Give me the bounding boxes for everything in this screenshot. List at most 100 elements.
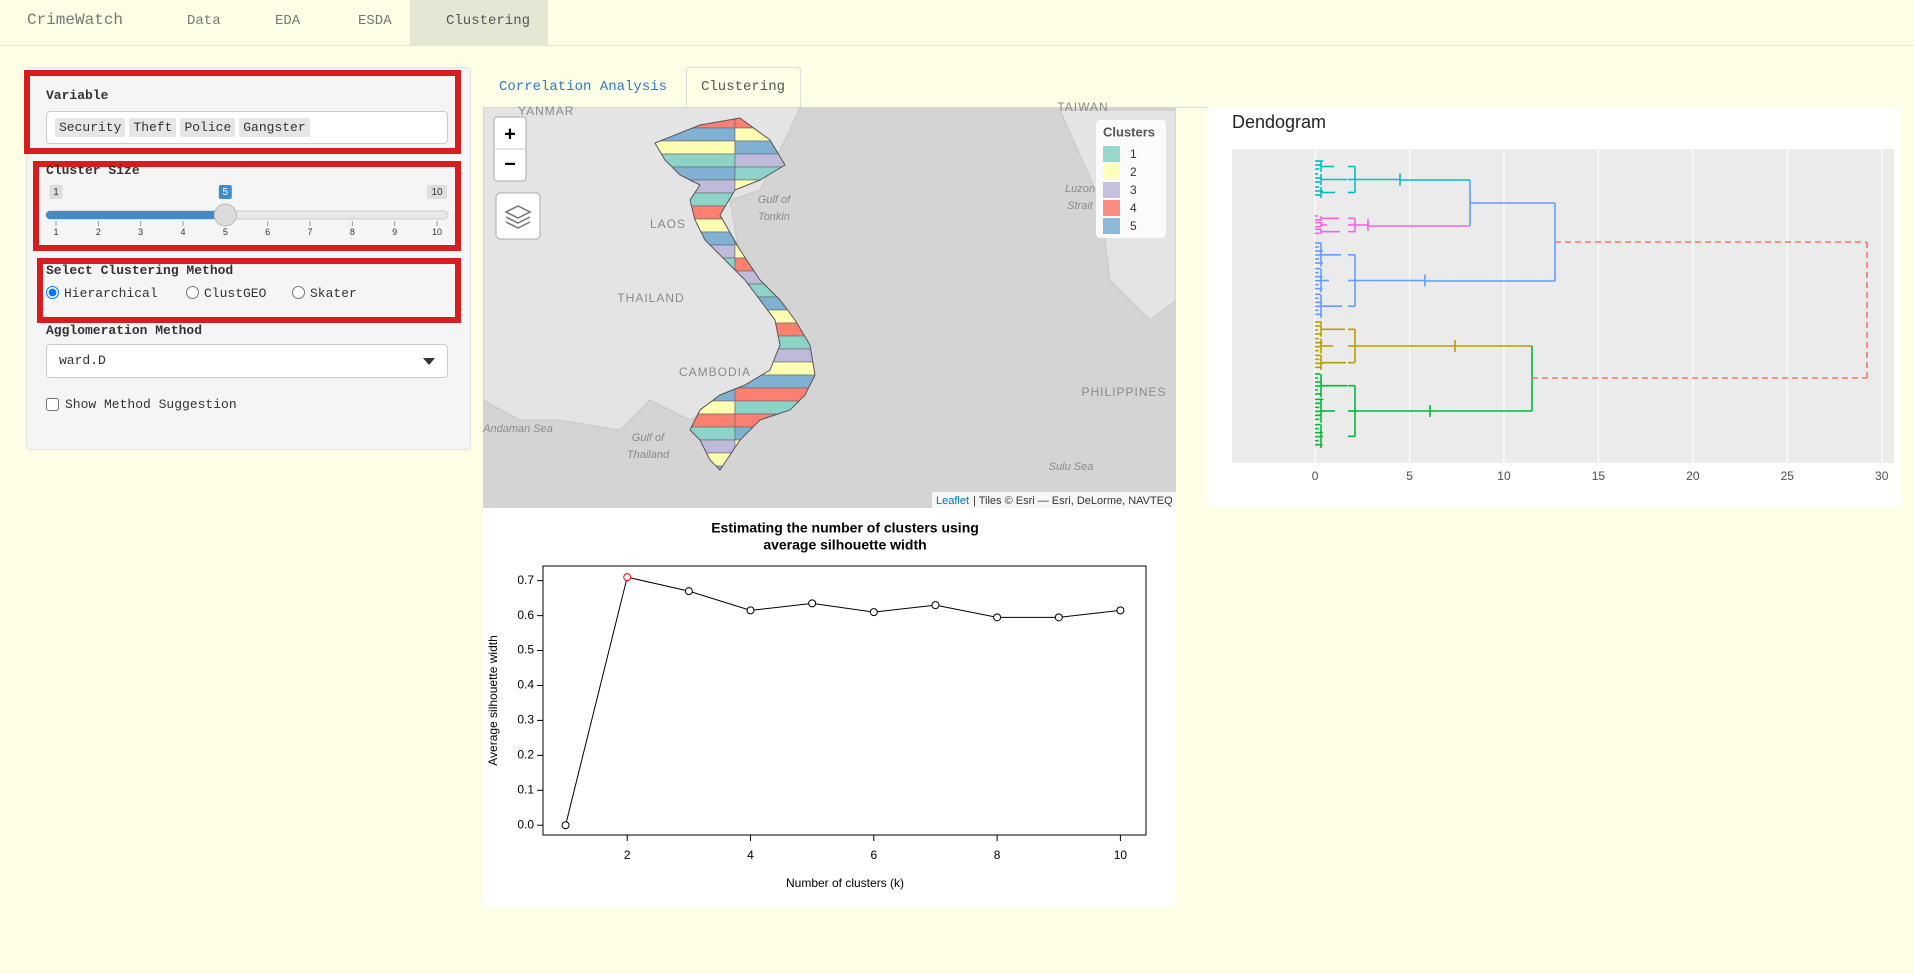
line — [565, 576, 1121, 826]
agglomeration-select[interactable]: ward.D — [46, 344, 448, 378]
slider-tick-label: 3 — [138, 227, 143, 237]
method-radio[interactable] — [46, 286, 59, 299]
legend-title: Clusters — [1103, 124, 1155, 139]
x-tick-label: 0 — [1312, 469, 1319, 483]
legend-label: 3 — [1130, 183, 1137, 197]
attribution-link[interactable]: Leaflet — [936, 495, 969, 507]
method-label: Hierarchical — [64, 286, 158, 301]
method-label: Skater — [310, 286, 357, 301]
cluster-slider[interactable]: 1 2 3 4 5 6 7 8 9 10 1 10 5 — [40, 180, 455, 250]
agglomeration-label: Agglomeration Method — [46, 323, 203, 338]
point — [561, 821, 570, 830]
nav-item[interactable]: EDA — [275, 13, 301, 29]
legend-label: 4 — [1130, 201, 1137, 215]
nav-item[interactable]: Clustering — [446, 13, 531, 29]
slider-tick-label: 4 — [180, 227, 185, 237]
x-axis-label: Number of clusters (k) — [786, 876, 904, 890]
map-label: LAOS — [650, 217, 686, 231]
y-tick-label: 0.7 — [517, 573, 534, 587]
point — [993, 613, 1002, 622]
map-label: Andaman Sea — [482, 423, 553, 435]
legend-swatch — [1103, 218, 1120, 234]
brand[interactable]: CrimeWatch — [27, 11, 124, 29]
slider-bubble-label: 1 — [53, 187, 59, 198]
x-tick-label: 10 — [1497, 469, 1511, 483]
method-radios: Hierarchical ClustGEO Skater — [46, 286, 446, 306]
slider-bubble — [49, 185, 63, 199]
y-tick-label: 0.2 — [517, 748, 534, 762]
slider-tick-label: 6 — [265, 227, 270, 237]
nav-item[interactable]: Data — [187, 13, 221, 29]
zoom-in[interactable]: + — [504, 123, 516, 145]
cluster-size-label: Cluster Size — [46, 163, 140, 178]
map-label: Gulf of — [632, 432, 665, 444]
variable-tag: Theft — [129, 118, 177, 137]
tab[interactable]: Correlation Analysis — [499, 79, 668, 95]
legend: 1 2 3 4 5 — [1103, 146, 1137, 234]
method-radio[interactable] — [292, 286, 305, 299]
x-tick-label: 10 — [1114, 848, 1128, 862]
point — [1116, 606, 1125, 615]
map-label: Luzon — [1065, 183, 1095, 195]
map-label: Thailand — [627, 449, 670, 461]
point — [623, 573, 632, 582]
map-label: Tonkin — [758, 211, 790, 223]
select-value: ward.D — [59, 353, 106, 368]
attribution-box — [932, 492, 1176, 508]
silhouette-chart: Estimating the number of clusters usinga… — [486, 520, 1147, 890]
point — [931, 601, 940, 610]
slider-handle[interactable] — [213, 203, 237, 227]
slider-tick-label: 2 — [96, 227, 101, 237]
map-label: TAIWAN — [1057, 100, 1108, 114]
point — [869, 608, 878, 617]
y-tick-label: 0.3 — [517, 713, 534, 727]
slider-tick-label: 9 — [392, 227, 397, 237]
slider-tick-label: 10 — [432, 227, 442, 237]
slider-tick-label: 5 — [223, 227, 228, 237]
nav-item[interactable]: ESDA — [358, 13, 392, 29]
method-label: ClustGEO — [204, 286, 267, 301]
zoom-out[interactable]: − — [504, 153, 516, 175]
x-tick-label: 6 — [870, 848, 877, 862]
slider-tick-label: 8 — [350, 227, 355, 237]
plot-background — [1232, 149, 1894, 463]
map-label: PHILIPPINES — [1081, 385, 1166, 399]
slider-bubble-label: 10 — [431, 187, 443, 198]
point — [746, 606, 755, 615]
legend-label: 1 — [1130, 147, 1137, 161]
variable-label: Variable — [46, 88, 109, 103]
x-tick-label: 25 — [1781, 469, 1795, 483]
tab[interactable]: Clustering — [701, 79, 786, 95]
y-tick-label: 0.4 — [517, 678, 534, 692]
x-tick-label: 8 — [994, 848, 1001, 862]
silhouette-panel — [483, 508, 1176, 907]
y-tick-label: 0.6 — [517, 608, 534, 622]
variable-tag: Police — [180, 118, 236, 137]
method-radio[interactable] — [186, 286, 199, 299]
slider-bubble — [218, 185, 232, 199]
point — [684, 587, 693, 596]
x-tick-label: 20 — [1686, 469, 1700, 483]
legend-swatch — [1103, 146, 1120, 162]
legend-label: 5 — [1130, 219, 1137, 233]
dendrogram-chart: Dendogram 0 5 10 15 20 25 30 — [1232, 112, 1894, 483]
point — [808, 599, 817, 608]
dropdown-caret — [423, 358, 435, 365]
y-tick-label: 0.0 — [517, 817, 534, 831]
slider-fill — [46, 211, 226, 219]
map-label: YANMAR — [518, 104, 574, 118]
layers-control[interactable] — [495, 192, 541, 240]
x-tick-label: 30 — [1875, 469, 1889, 483]
x-tick-label: 5 — [1406, 469, 1413, 483]
legend-label: 2 — [1130, 165, 1137, 179]
map-labels: YANMAR LAOS THAILAND CAMBODIA Gulf of Tonkin G… — [482, 100, 1166, 473]
variable-select[interactable]: Security Theft Police Gangster — [46, 111, 448, 144]
tab-line — [483, 107, 1901, 108]
suggestion-checkbox[interactable] — [46, 398, 59, 411]
slider-bubble-label: 5 — [223, 187, 229, 198]
map-label: Sulu Sea — [1049, 461, 1094, 473]
plot-box — [542, 565, 1147, 836]
active-nav-bg — [410, 0, 548, 45]
